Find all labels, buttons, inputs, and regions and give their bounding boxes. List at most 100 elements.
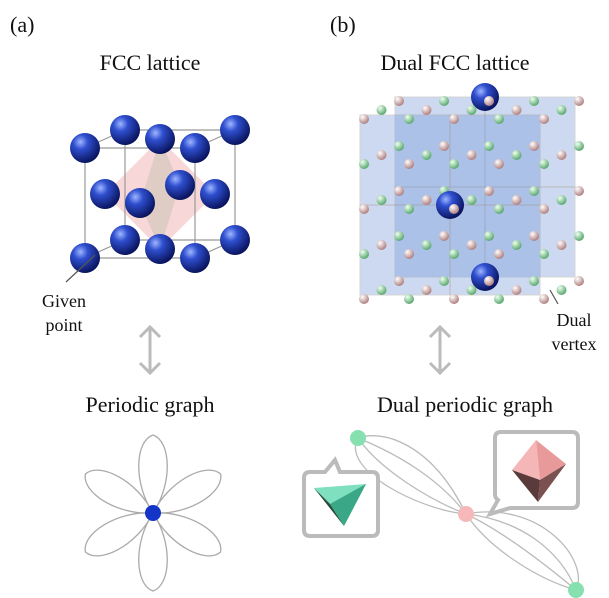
loop-edge (152, 512, 222, 557)
tetrahedron (314, 484, 366, 526)
atom (220, 115, 250, 145)
dual-vertex (449, 294, 459, 304)
dual-vertex (394, 186, 404, 196)
dual-vertex (404, 249, 414, 259)
atom (90, 179, 120, 209)
dual-vertex (466, 240, 477, 250)
atom (145, 124, 175, 154)
pointer (65, 254, 96, 283)
dual-vertex (449, 114, 459, 124)
dual-vertex (556, 195, 567, 205)
dual-vertex (466, 105, 477, 115)
loop-edge (84, 469, 154, 514)
dual-vertex (529, 96, 539, 106)
dual-vertex (449, 159, 459, 169)
dual-vertex (421, 240, 432, 250)
annotation: vertex (552, 334, 597, 354)
loop-edge (152, 469, 222, 514)
dual-lattice (359, 83, 584, 304)
dual-vertex (376, 105, 387, 115)
dual-vertex (466, 285, 477, 295)
dual-vertex (529, 186, 539, 196)
dual-vertex (511, 150, 522, 160)
dual-vertex (394, 141, 404, 151)
dual-vertex (466, 150, 477, 160)
dual-vertex (376, 285, 387, 295)
dual-vertex (449, 204, 459, 214)
dual-vertex (421, 285, 432, 295)
dual-vertex (439, 231, 449, 241)
octahedron (512, 440, 566, 502)
dual-vertex (359, 249, 369, 259)
dual-vertex (494, 204, 504, 214)
dual-vertex (484, 186, 494, 196)
dual-vertex (359, 204, 369, 214)
dual-vertex (484, 276, 494, 286)
graph-title: Periodic graph (86, 392, 215, 417)
dual-vertex (376, 240, 387, 250)
panel-label: (a) (10, 12, 34, 37)
cell (359, 114, 451, 206)
loop-edge (138, 434, 168, 514)
dual-vertex (421, 150, 432, 160)
fcc-lattice (70, 115, 250, 273)
panel-title: Dual FCC lattice (380, 50, 529, 75)
vertex (145, 505, 161, 521)
dual-vertex (511, 285, 522, 295)
dual-vertex (421, 195, 432, 205)
dual-vertex (556, 150, 567, 160)
dual-vertex (511, 195, 522, 205)
dual-vertex (529, 276, 539, 286)
dual-vertex (574, 231, 584, 241)
dual-vertex (494, 114, 504, 124)
polyhedron (105, 139, 215, 249)
dual-vertex (359, 159, 369, 169)
dual-vertex (484, 231, 494, 241)
annotation: point (45, 315, 82, 335)
dual-vertex (421, 105, 432, 115)
dual-vertex (350, 430, 366, 446)
dual-vertex (449, 249, 459, 259)
dual-vertex (376, 150, 387, 160)
dual-vertex (539, 204, 549, 214)
dual-vertex (359, 294, 369, 304)
atom (200, 179, 230, 209)
dual-vertex (539, 159, 549, 169)
annotation: Dual (557, 310, 592, 330)
dual-vertex (484, 96, 494, 106)
panel-title: FCC lattice (100, 50, 201, 75)
atom (110, 225, 140, 255)
dual-vertex (359, 114, 369, 124)
dual-vertex (394, 231, 404, 241)
dual-vertex (574, 141, 584, 151)
atom (145, 234, 175, 264)
dual-vertex (556, 105, 567, 115)
atom (180, 133, 210, 163)
dual-vertex (511, 240, 522, 250)
double-arrow (428, 324, 452, 376)
dual-vertex (439, 276, 449, 286)
dual-vertex (439, 96, 449, 106)
atom (110, 115, 140, 145)
dual-vertex (404, 204, 414, 214)
atom (165, 170, 195, 200)
double-arrow (138, 324, 162, 376)
dual-vertex (494, 294, 504, 304)
atom (180, 243, 210, 273)
dual-vertex (439, 141, 449, 151)
graph-title: Dual periodic graph (377, 392, 553, 417)
panel-label: (b) (330, 12, 356, 37)
dual-vertex (404, 159, 414, 169)
dual-vertex (568, 582, 584, 598)
dual-vertex (529, 141, 539, 151)
dual-vertex (466, 195, 477, 205)
dual-vertex (574, 186, 584, 196)
dual-vertex (574, 276, 584, 286)
atom (436, 191, 464, 219)
dual-vertex (458, 506, 474, 522)
atom (125, 188, 155, 218)
dual-vertex (376, 195, 387, 205)
dual-vertex (556, 285, 567, 295)
dual-vertex (484, 141, 494, 151)
